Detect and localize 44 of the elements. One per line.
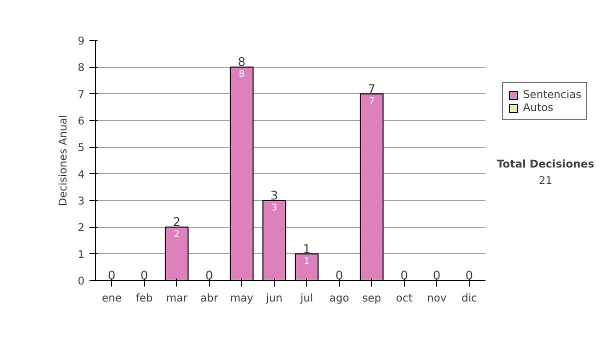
total-label: 2 <box>172 215 181 230</box>
x-tick-label: jun <box>265 292 282 304</box>
x-tick-label: mar <box>166 292 188 304</box>
total-label: 0 <box>465 268 474 282</box>
legend-label: Sentencias <box>523 88 582 101</box>
text: 21 <box>538 174 552 187</box>
total-label: 0 <box>205 268 214 282</box>
x-tick-label: jul <box>299 292 314 304</box>
x-tick-label: oct <box>396 292 413 304</box>
x-tick-label: may <box>230 292 254 304</box>
x-tick-label: dic <box>461 292 478 304</box>
total-label: 7 <box>368 82 376 96</box>
x-tick-label: abr <box>200 292 219 304</box>
x-tick-label: feb <box>136 292 154 304</box>
data-label: 8 <box>238 69 245 80</box>
total-label: 0 <box>108 268 116 282</box>
y-tick-label: 1 <box>78 248 84 261</box>
y-tick-label: 8 <box>78 61 85 74</box>
data-label: 7 <box>368 96 375 107</box>
y-tick-label: 4 <box>78 168 85 181</box>
y-tick-label: 2 <box>78 221 84 234</box>
y-tick-label: 7 <box>78 88 84 101</box>
total-label: 0 <box>432 268 441 282</box>
data-label: 3 <box>271 202 278 214</box>
total-label: 3 <box>270 188 278 202</box>
data-label: 1 <box>304 256 310 267</box>
text: Total Decisiones <box>496 157 594 170</box>
total-label: 0 <box>400 268 408 282</box>
total-label: 8 <box>238 55 246 70</box>
x-tick-label: ago <box>329 292 350 304</box>
y-axis-title: Decisiones Anual <box>56 114 70 206</box>
y-tick-label: 9 <box>78 34 85 48</box>
y-tick-label: 5 <box>78 141 84 154</box>
x-tick-label: ene <box>102 292 122 304</box>
y-tick-label: 6 <box>78 114 85 128</box>
y-tick-label: 0 <box>78 274 85 288</box>
total-label: 0 <box>335 268 344 282</box>
legend-label: Autos <box>523 101 554 114</box>
x-tick-label: sep <box>362 292 382 304</box>
data-label: 2 <box>174 229 180 240</box>
y-tick-label: 3 <box>78 194 84 208</box>
total-label: 0 <box>140 268 148 282</box>
x-tick-label: nov <box>426 292 447 304</box>
total-label: 1 <box>302 242 311 256</box>
